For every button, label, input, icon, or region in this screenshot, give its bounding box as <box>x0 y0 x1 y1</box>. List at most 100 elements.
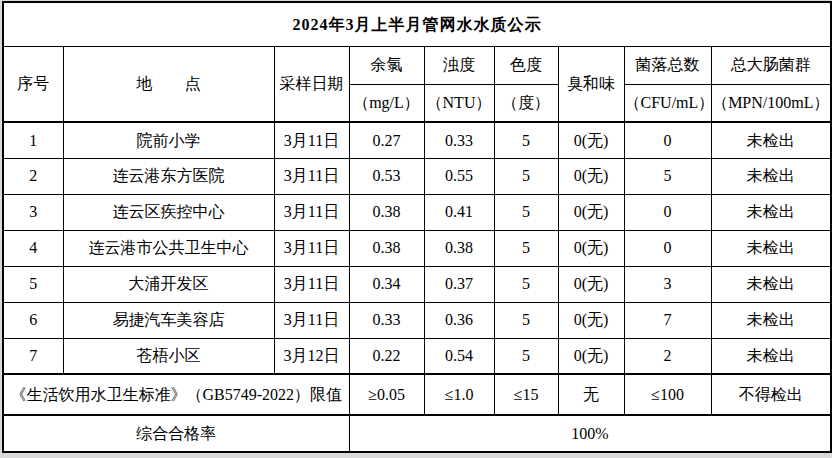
limit-turbidity: ≤1.0 <box>424 374 494 415</box>
table-row: 5 大浦开发区 3月11日 0.34 0.37 5 0(无) 3 未检出 <box>3 266 831 302</box>
cell-location: 连云区疾控中心 <box>63 194 274 230</box>
cell-colony-count: 0 <box>624 194 711 230</box>
header-total-coliform: 总大肠菌群 <box>711 46 831 84</box>
table-row: 6 易捷汽车美容店 3月11日 0.33 0.36 5 0(无) 7 未检出 <box>3 302 831 338</box>
header-chroma: 色度 <box>494 46 558 84</box>
cell-sample-date: 3月11日 <box>274 194 349 230</box>
limit-odor: 无 <box>558 374 624 415</box>
table-row: 2 连云港东方医院 3月11日 0.53 0.55 5 0(无) 5 未检出 <box>3 158 831 194</box>
cell-chroma: 5 <box>494 158 558 194</box>
cell-location: 苍梧小区 <box>63 338 274 374</box>
cell-odor: 0(无) <box>558 230 624 266</box>
header-sample-date: 采样日期 <box>274 46 349 122</box>
header-residual-chlorine: 余氯 <box>349 46 424 84</box>
header-row-names: 序号 地 点 采样日期 余氯 浊度 色度 臭和味 菌落总数 总大肠菌群 <box>3 46 831 84</box>
cell-seq: 7 <box>3 338 63 374</box>
cell-location: 院前小学 <box>63 122 274 158</box>
cell-colony-count: 3 <box>624 266 711 302</box>
cell-seq: 2 <box>3 158 63 194</box>
cell-seq: 3 <box>3 194 63 230</box>
summary-value: 100% <box>349 415 831 452</box>
cell-odor: 0(无) <box>558 266 624 302</box>
cell-odor: 0(无) <box>558 122 624 158</box>
cell-total-coliform: 未检出 <box>711 302 831 338</box>
limit-total-coliform: 不得检出 <box>711 374 831 415</box>
cell-chroma: 5 <box>494 230 558 266</box>
unit-colony-count: （CFU/mL） <box>624 84 711 122</box>
cell-odor: 0(无) <box>558 338 624 374</box>
cell-sample-date: 3月11日 <box>274 230 349 266</box>
unit-total-coliform: （MPN/100mL） <box>711 84 831 122</box>
cell-total-coliform: 未检出 <box>711 122 831 158</box>
cell-chroma: 5 <box>494 194 558 230</box>
water-quality-table: 2024年3月上半月管网水水质公示 序号 地 点 采样日期 余氯 浊度 色度 臭… <box>2 1 832 453</box>
cell-colony-count: 0 <box>624 230 711 266</box>
cell-location: 易捷汽车美容店 <box>63 302 274 338</box>
cell-total-coliform: 未检出 <box>711 158 831 194</box>
page-title: 2024年3月上半月管网水水质公示 <box>3 2 831 46</box>
cell-residual-chlorine: 0.33 <box>349 302 424 338</box>
header-turbidity: 浊度 <box>424 46 494 84</box>
table-row: 3 连云区疾控中心 3月11日 0.38 0.41 5 0(无) 0 未检出 <box>3 194 831 230</box>
cell-turbidity: 0.38 <box>424 230 494 266</box>
cell-turbidity: 0.33 <box>424 122 494 158</box>
cell-turbidity: 0.37 <box>424 266 494 302</box>
cell-residual-chlorine: 0.34 <box>349 266 424 302</box>
cell-sample-date: 3月11日 <box>274 158 349 194</box>
summary-label: 综合合格率 <box>3 415 349 452</box>
cell-chroma: 5 <box>494 302 558 338</box>
limits-row: 《生活饮用水卫生标准》（GB5749-2022）限值 ≥0.05 ≤1.0 ≤1… <box>3 374 831 415</box>
table-row: 7 苍梧小区 3月12日 0.22 0.54 5 0(无) 2 未检出 <box>3 338 831 374</box>
cell-chroma: 5 <box>494 338 558 374</box>
title-row: 2024年3月上半月管网水水质公示 <box>3 2 831 46</box>
cell-seq: 4 <box>3 230 63 266</box>
header-seq: 序号 <box>3 46 63 122</box>
cell-colony-count: 5 <box>624 158 711 194</box>
cell-seq: 5 <box>3 266 63 302</box>
cell-residual-chlorine: 0.27 <box>349 122 424 158</box>
cell-location: 连云港市公共卫生中心 <box>63 230 274 266</box>
unit-residual-chlorine: （mg/L） <box>349 84 424 122</box>
cell-chroma: 5 <box>494 266 558 302</box>
cell-turbidity: 0.54 <box>424 338 494 374</box>
cell-total-coliform: 未检出 <box>711 266 831 302</box>
cell-sample-date: 3月12日 <box>274 338 349 374</box>
header-odor: 臭和味 <box>558 46 624 122</box>
cell-residual-chlorine: 0.22 <box>349 338 424 374</box>
cell-odor: 0(无) <box>558 158 624 194</box>
cell-seq: 6 <box>3 302 63 338</box>
cell-seq: 1 <box>3 122 63 158</box>
cell-turbidity: 0.41 <box>424 194 494 230</box>
spreadsheet-region: 2024年3月上半月管网水水质公示 序号 地 点 采样日期 余氯 浊度 色度 臭… <box>2 1 832 453</box>
limit-residual-chlorine: ≥0.05 <box>349 374 424 415</box>
cell-turbidity: 0.36 <box>424 302 494 338</box>
cell-colony-count: 7 <box>624 302 711 338</box>
cell-total-coliform: 未检出 <box>711 230 831 266</box>
cell-odor: 0(无) <box>558 194 624 230</box>
cell-sample-date: 3月11日 <box>274 266 349 302</box>
cell-residual-chlorine: 0.38 <box>349 194 424 230</box>
cell-turbidity: 0.55 <box>424 158 494 194</box>
cell-colony-count: 2 <box>624 338 711 374</box>
cell-sample-date: 3月11日 <box>274 122 349 158</box>
unit-turbidity: （NTU） <box>424 84 494 122</box>
cell-sample-date: 3月11日 <box>274 302 349 338</box>
cell-residual-chlorine: 0.53 <box>349 158 424 194</box>
table-row: 4 连云港市公共卫生中心 3月11日 0.38 0.38 5 0(无) 0 未检… <box>3 230 831 266</box>
summary-row: 综合合格率 100% <box>3 415 831 452</box>
unit-chroma: （度） <box>494 84 558 122</box>
limits-label: 《生活饮用水卫生标准》（GB5749-2022）限值 <box>3 374 349 415</box>
limit-chroma: ≤15 <box>494 374 558 415</box>
cell-chroma: 5 <box>494 122 558 158</box>
cell-total-coliform: 未检出 <box>711 338 831 374</box>
header-colony-count: 菌落总数 <box>624 46 711 84</box>
cell-colony-count: 0 <box>624 122 711 158</box>
cell-location: 连云港东方医院 <box>63 158 274 194</box>
cell-residual-chlorine: 0.38 <box>349 230 424 266</box>
table-row: 1 院前小学 3月11日 0.27 0.33 5 0(无) 0 未检出 <box>3 122 831 158</box>
cell-location: 大浦开发区 <box>63 266 274 302</box>
cell-total-coliform: 未检出 <box>711 194 831 230</box>
header-location: 地 点 <box>63 46 274 122</box>
cell-odor: 0(无) <box>558 302 624 338</box>
limit-colony-count: ≤100 <box>624 374 711 415</box>
